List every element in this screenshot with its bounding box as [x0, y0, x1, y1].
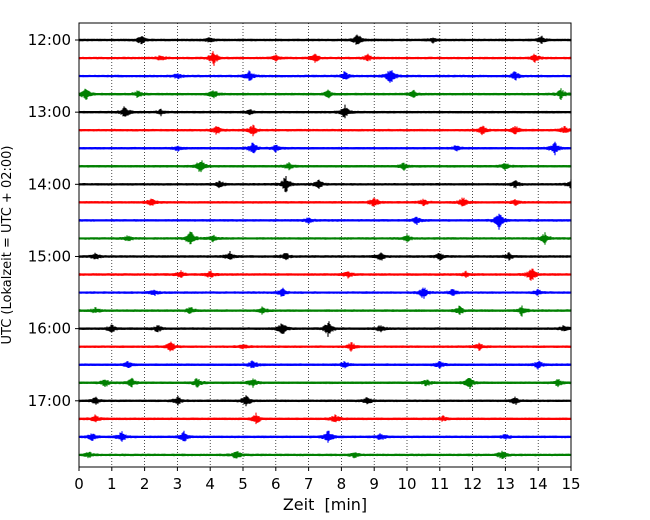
x-tick-label: 0 [74, 475, 84, 493]
x-tick-label: 11 [430, 475, 449, 493]
x-tick-label: 12 [463, 475, 482, 493]
x-tick-label: 5 [238, 475, 248, 493]
y-tick-label: 12:00 [28, 31, 71, 49]
vertical-grid [111, 23, 539, 467]
x-tick-label: 13 [496, 475, 515, 493]
y-tick-label: 14:00 [28, 175, 71, 193]
x-tick-label: 3 [173, 475, 183, 493]
y-axis-ticks: 12:00 13:00 14:00 15:00 16:00 17:00 [28, 31, 79, 410]
x-tick-label: 1 [107, 475, 117, 493]
plot-frame [78, 22, 572, 468]
x-tick-label: 6 [271, 475, 281, 493]
x-tick-label: 9 [369, 475, 379, 493]
x-tick-label: 15 [561, 475, 580, 493]
x-tick-label: 4 [205, 475, 215, 493]
y-axis-label: UTC (Lokalzeit = UTC + 02:00) [0, 146, 15, 345]
x-tick-label: 7 [304, 475, 314, 493]
y-tick-label: 15:00 [28, 247, 71, 265]
y-tick-label: 13:00 [28, 103, 71, 121]
x-tick-label: 2 [140, 475, 150, 493]
x-tick-label: 8 [337, 475, 347, 493]
y-tick-label: 17:00 [28, 392, 71, 410]
x-axis-label: Zeit [min] [283, 495, 367, 514]
x-tick-label: 10 [397, 475, 416, 493]
plot-area-background [79, 23, 571, 467]
x-axis-ticks: 0 1 2 3 4 5 6 7 8 9 10 11 12 13 14 15 [74, 467, 581, 493]
x-tick-label: 14 [529, 475, 548, 493]
y-tick-label: 16:00 [28, 320, 71, 338]
